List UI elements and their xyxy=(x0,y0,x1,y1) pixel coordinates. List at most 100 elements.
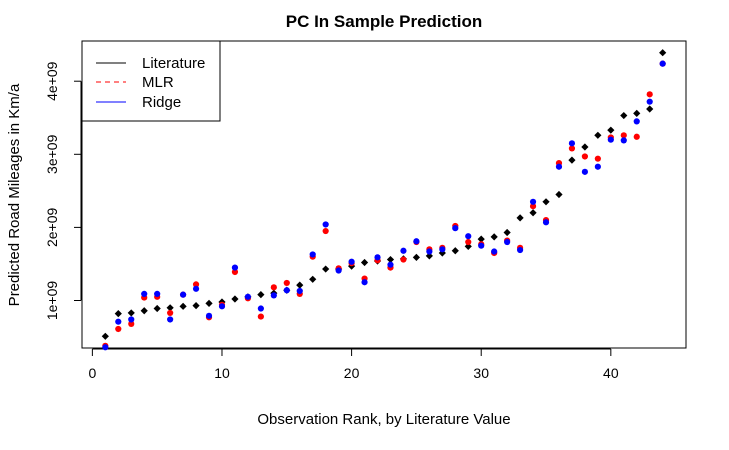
mlr-point xyxy=(322,227,329,235)
mlr-point xyxy=(633,133,640,140)
mlr-point xyxy=(620,132,627,139)
literature-point xyxy=(386,255,395,264)
x-axis-label: Observation Rank, by Literature Value xyxy=(257,411,510,428)
ridge-point xyxy=(439,246,446,253)
literature-point xyxy=(296,281,304,289)
ridge-point xyxy=(413,238,420,245)
ridge-point xyxy=(465,233,472,240)
literature-point xyxy=(594,131,602,139)
literature-point xyxy=(633,109,641,117)
literature-point xyxy=(309,275,317,283)
ridge-point xyxy=(309,251,316,258)
x-tick-label: 10 xyxy=(214,365,230,381)
ridge-point xyxy=(594,163,601,170)
ridge-point xyxy=(607,136,614,143)
ridge-point xyxy=(296,287,303,295)
legend-box xyxy=(81,40,221,122)
chart-title: PC In Sample Prediction xyxy=(286,12,483,31)
literature-point xyxy=(620,111,628,120)
mlr-point xyxy=(646,91,653,98)
plot-area-frame xyxy=(81,40,687,349)
mlr-point xyxy=(115,325,122,333)
ridge-point xyxy=(452,225,459,232)
ridge-point xyxy=(516,246,524,254)
ridge-point xyxy=(128,316,135,323)
mlr-point xyxy=(283,279,290,287)
ridge-point xyxy=(154,290,161,298)
y-axis: 1e+09 2e+09 3e+09 4e+09 xyxy=(44,61,82,320)
ridge-point xyxy=(491,248,498,255)
ridge-point xyxy=(529,198,537,205)
literature-point xyxy=(231,295,239,303)
ridge-point xyxy=(504,238,511,246)
ridge-point xyxy=(205,312,213,319)
ridge-point xyxy=(374,254,381,261)
ridge-point xyxy=(348,258,355,265)
literature-point xyxy=(192,302,200,310)
ridge-point xyxy=(633,118,640,125)
legend-label-mlr: MLR xyxy=(142,74,174,91)
mlr-point xyxy=(581,153,589,160)
literature-point xyxy=(153,304,161,313)
ridge-point xyxy=(167,316,174,323)
ridge-point xyxy=(361,279,368,286)
literature-point xyxy=(503,228,511,237)
literature-point xyxy=(425,252,433,260)
ridge-point xyxy=(283,287,290,294)
ridge-point xyxy=(542,219,550,226)
literature-point xyxy=(101,332,109,340)
ridge-point xyxy=(400,247,407,254)
literature-point xyxy=(166,304,174,312)
mlr-point xyxy=(231,268,239,276)
literature-point xyxy=(127,309,135,317)
ridge-point xyxy=(387,261,394,268)
x-axis: 0 10 20 30 40 xyxy=(88,348,619,381)
literature-point xyxy=(607,126,615,134)
literature-point xyxy=(114,310,122,318)
mlr-point xyxy=(270,284,277,291)
ridge-point xyxy=(581,168,589,175)
mlr-point xyxy=(465,238,472,246)
literature-point xyxy=(516,214,524,222)
ridge-point xyxy=(568,140,576,147)
ridge-point xyxy=(659,60,666,67)
data-points xyxy=(101,49,667,351)
ridge-point xyxy=(335,267,342,274)
ridge-point xyxy=(555,163,563,170)
ridge-point xyxy=(231,264,239,271)
literature-point xyxy=(257,291,265,299)
mlr-point xyxy=(192,281,200,288)
x-tick-label: 40 xyxy=(603,365,619,381)
x-tick-label: 0 xyxy=(88,365,96,381)
literature-point xyxy=(646,105,654,113)
legend-label-ridge: Ridge xyxy=(142,94,181,111)
ridge-point xyxy=(179,291,187,298)
literature-point xyxy=(659,49,667,57)
ridge-point xyxy=(257,305,264,312)
x-tick-label: 20 xyxy=(344,365,360,381)
ridge-point xyxy=(646,98,653,105)
legend: Literature MLR Ridge xyxy=(81,40,221,122)
ridge-point xyxy=(244,293,252,300)
ridge-point xyxy=(426,248,433,255)
ridge-point xyxy=(620,137,627,144)
y-axis-label: Predicted Road Mileages in Km/a xyxy=(6,83,23,306)
mlr-point xyxy=(529,203,537,210)
literature-point xyxy=(451,247,459,255)
literature-point xyxy=(555,190,563,199)
literature-point xyxy=(140,307,148,315)
ridge-point xyxy=(115,318,122,325)
y-tick-label: 3e+09 xyxy=(44,134,60,174)
literature-point xyxy=(205,299,213,308)
y-tick-label: 2e+09 xyxy=(44,208,60,248)
literature-point xyxy=(179,302,187,310)
literature-point xyxy=(322,265,330,273)
mlr-point xyxy=(400,256,407,263)
literature-point xyxy=(477,235,485,243)
literature-point xyxy=(412,253,421,261)
ridge-point xyxy=(102,344,109,351)
literature-point xyxy=(360,258,369,267)
mlr-point xyxy=(594,155,601,162)
literature-point xyxy=(529,209,537,217)
